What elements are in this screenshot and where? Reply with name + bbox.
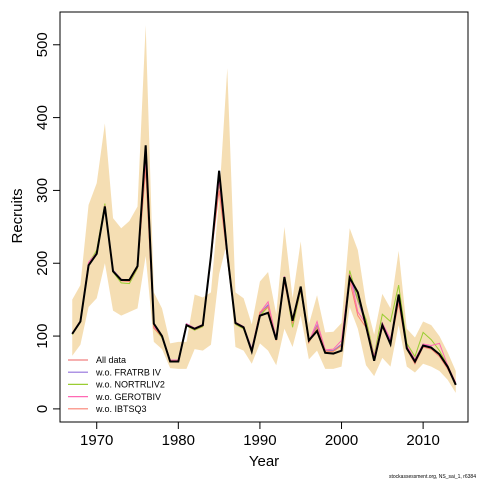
legend: All data w.o. FRATRB IV w.o. NORTRLIV2 w.o.… — [68, 355, 165, 414]
legend-label-4: w.o. IBTSQ3 — [95, 404, 147, 414]
legend-label-3: w.o. GEROTBIV — [95, 392, 161, 402]
y-tick-label-4: 400 — [34, 105, 51, 130]
y-tick-label-3: 300 — [34, 178, 51, 203]
x-tick-label-2: 1990 — [243, 432, 276, 449]
y-tick-label-0: 0 — [34, 405, 51, 413]
y-tick-label-2: 200 — [34, 251, 51, 276]
legend-label-0: All data — [96, 355, 126, 365]
legend-label-2: w.o. NORTRLIV2 — [95, 380, 165, 390]
y-tick-label-5: 500 — [34, 32, 51, 57]
confidence-band-layer — [72, 25, 456, 393]
x-axis-title: Year — [249, 453, 279, 470]
legend-label-1: w.o. FRATRB IV — [95, 367, 161, 377]
y-tick-label-1: 100 — [34, 324, 51, 349]
y-axis-title: Recruits — [9, 188, 26, 243]
axes-layer: 1970 1980 1990 2000 2010 0 100 200 300 400 500 — [34, 11, 469, 449]
x-tick-label-3: 2000 — [325, 432, 358, 449]
estimate-line — [71, 145, 457, 386]
x-tick-label-4: 2010 — [406, 432, 439, 449]
footnote: stockassessment.org, NS_sai_1, r6384 — [389, 474, 476, 480]
x-tick-label-0: 1970 — [80, 432, 113, 449]
confidence-band — [72, 25, 456, 393]
estimate-line-layer — [71, 145, 457, 386]
x-tick-label-1: 1980 — [162, 432, 195, 449]
